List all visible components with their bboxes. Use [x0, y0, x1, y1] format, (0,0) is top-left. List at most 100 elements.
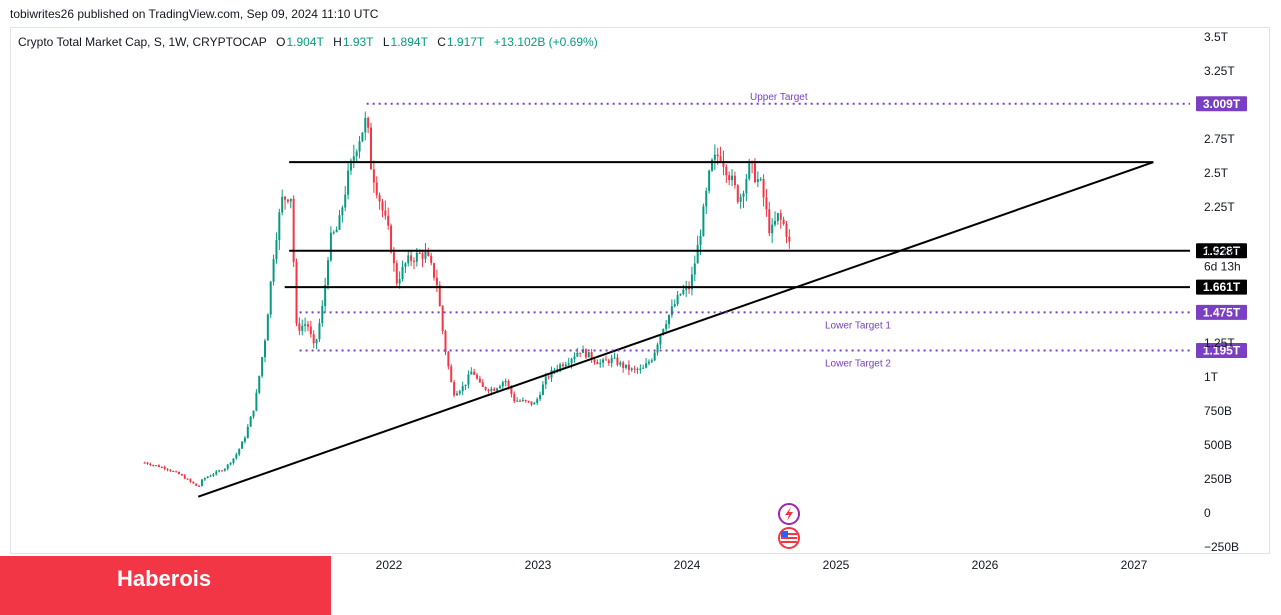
candle — [762, 179, 765, 198]
candle — [143, 462, 146, 464]
x-tick-label: 2027 — [1121, 558, 1148, 572]
lightning-icon[interactable] — [778, 503, 800, 525]
candle — [149, 463, 152, 466]
candle — [716, 154, 719, 157]
candle — [424, 251, 427, 259]
open-value: 1.904T — [286, 35, 324, 49]
us-flag-icon[interactable] — [778, 527, 800, 549]
candle — [169, 469, 172, 472]
candle — [281, 196, 284, 213]
level-annotation-5: Lower Target 2 — [825, 358, 891, 369]
candle — [496, 388, 499, 391]
candle — [481, 382, 484, 388]
candle — [433, 263, 436, 278]
candle — [676, 295, 679, 305]
brand-banner: Haberois — [0, 556, 331, 615]
candle — [292, 198, 295, 263]
candle — [710, 159, 713, 171]
candle — [610, 357, 613, 364]
candle — [742, 193, 745, 197]
candle — [304, 324, 307, 326]
candle — [713, 154, 716, 160]
candle — [656, 344, 659, 353]
candle — [381, 201, 384, 211]
candle — [627, 364, 630, 371]
candle — [146, 462, 149, 464]
candle — [553, 369, 556, 371]
candle — [241, 441, 244, 449]
ascending-trendline[interactable] — [197, 161, 1154, 498]
candle — [625, 364, 628, 368]
candle — [175, 471, 178, 473]
candle — [249, 416, 252, 427]
candle — [596, 362, 599, 365]
candle — [226, 464, 229, 469]
candle — [768, 209, 771, 234]
level-tag-label-5: 1.195T — [1203, 343, 1241, 357]
candle — [235, 454, 238, 459]
candle — [352, 156, 355, 161]
candle — [453, 382, 456, 396]
candle — [398, 279, 401, 284]
bar-countdown: 6d 13h — [1204, 259, 1241, 273]
chart-pane[interactable] — [10, 27, 1270, 554]
candle — [682, 289, 685, 294]
candle — [476, 374, 479, 379]
candle — [642, 367, 645, 369]
y-tick-label: −250B — [1204, 540, 1239, 554]
candle — [261, 357, 264, 376]
candle — [218, 470, 221, 472]
candle — [275, 240, 278, 260]
candle — [361, 132, 364, 142]
high-label: H — [333, 35, 342, 49]
x-tick-label: 2024 — [674, 558, 701, 572]
candle — [312, 334, 315, 344]
y-tick-label: 1T — [1204, 370, 1219, 384]
level-tag-label-2: 1.928T — [1203, 244, 1241, 258]
candle — [470, 371, 473, 375]
candle — [645, 363, 648, 368]
candle — [246, 426, 249, 438]
candle — [630, 368, 633, 371]
candle — [728, 175, 731, 180]
candle — [593, 359, 596, 363]
candle — [484, 387, 487, 390]
candle — [510, 386, 513, 395]
y-tick-label: 750B — [1204, 404, 1232, 418]
candle — [774, 221, 777, 225]
candle — [301, 325, 304, 331]
candle — [541, 384, 544, 395]
candle — [450, 366, 453, 383]
candle — [524, 400, 527, 402]
candle — [670, 306, 673, 315]
candle — [329, 232, 332, 261]
y-tick-label: 2.5T — [1204, 166, 1229, 180]
level-tag-5 — [1196, 342, 1247, 358]
candle — [705, 190, 708, 207]
candle — [172, 471, 175, 473]
candle — [699, 236, 702, 246]
candle — [309, 326, 312, 335]
candle — [198, 485, 201, 487]
close-value: 1.917T — [446, 35, 485, 49]
candle — [653, 352, 656, 361]
level-annotation-1: Upper Target — [750, 92, 808, 103]
candle — [258, 375, 261, 393]
candle — [321, 305, 324, 324]
candle — [665, 324, 668, 329]
candle — [427, 251, 430, 256]
candle — [410, 255, 413, 261]
candle — [679, 293, 682, 296]
candle — [570, 358, 573, 364]
candle — [387, 215, 390, 226]
candle — [690, 274, 693, 290]
candle — [157, 465, 160, 467]
y-tick-label: 250B — [1204, 472, 1232, 486]
candle — [327, 260, 330, 286]
candle — [315, 339, 318, 344]
axis-layer: 3.009T 1.928T 1.661T 1.475T 1.195T 3.5T 3.25T 2… — [376, 30, 1247, 572]
series-name: Crypto Total Market Cap, S, 1W, CRYPTOCA… — [18, 35, 267, 49]
candle — [467, 374, 470, 385]
candle — [765, 197, 768, 210]
